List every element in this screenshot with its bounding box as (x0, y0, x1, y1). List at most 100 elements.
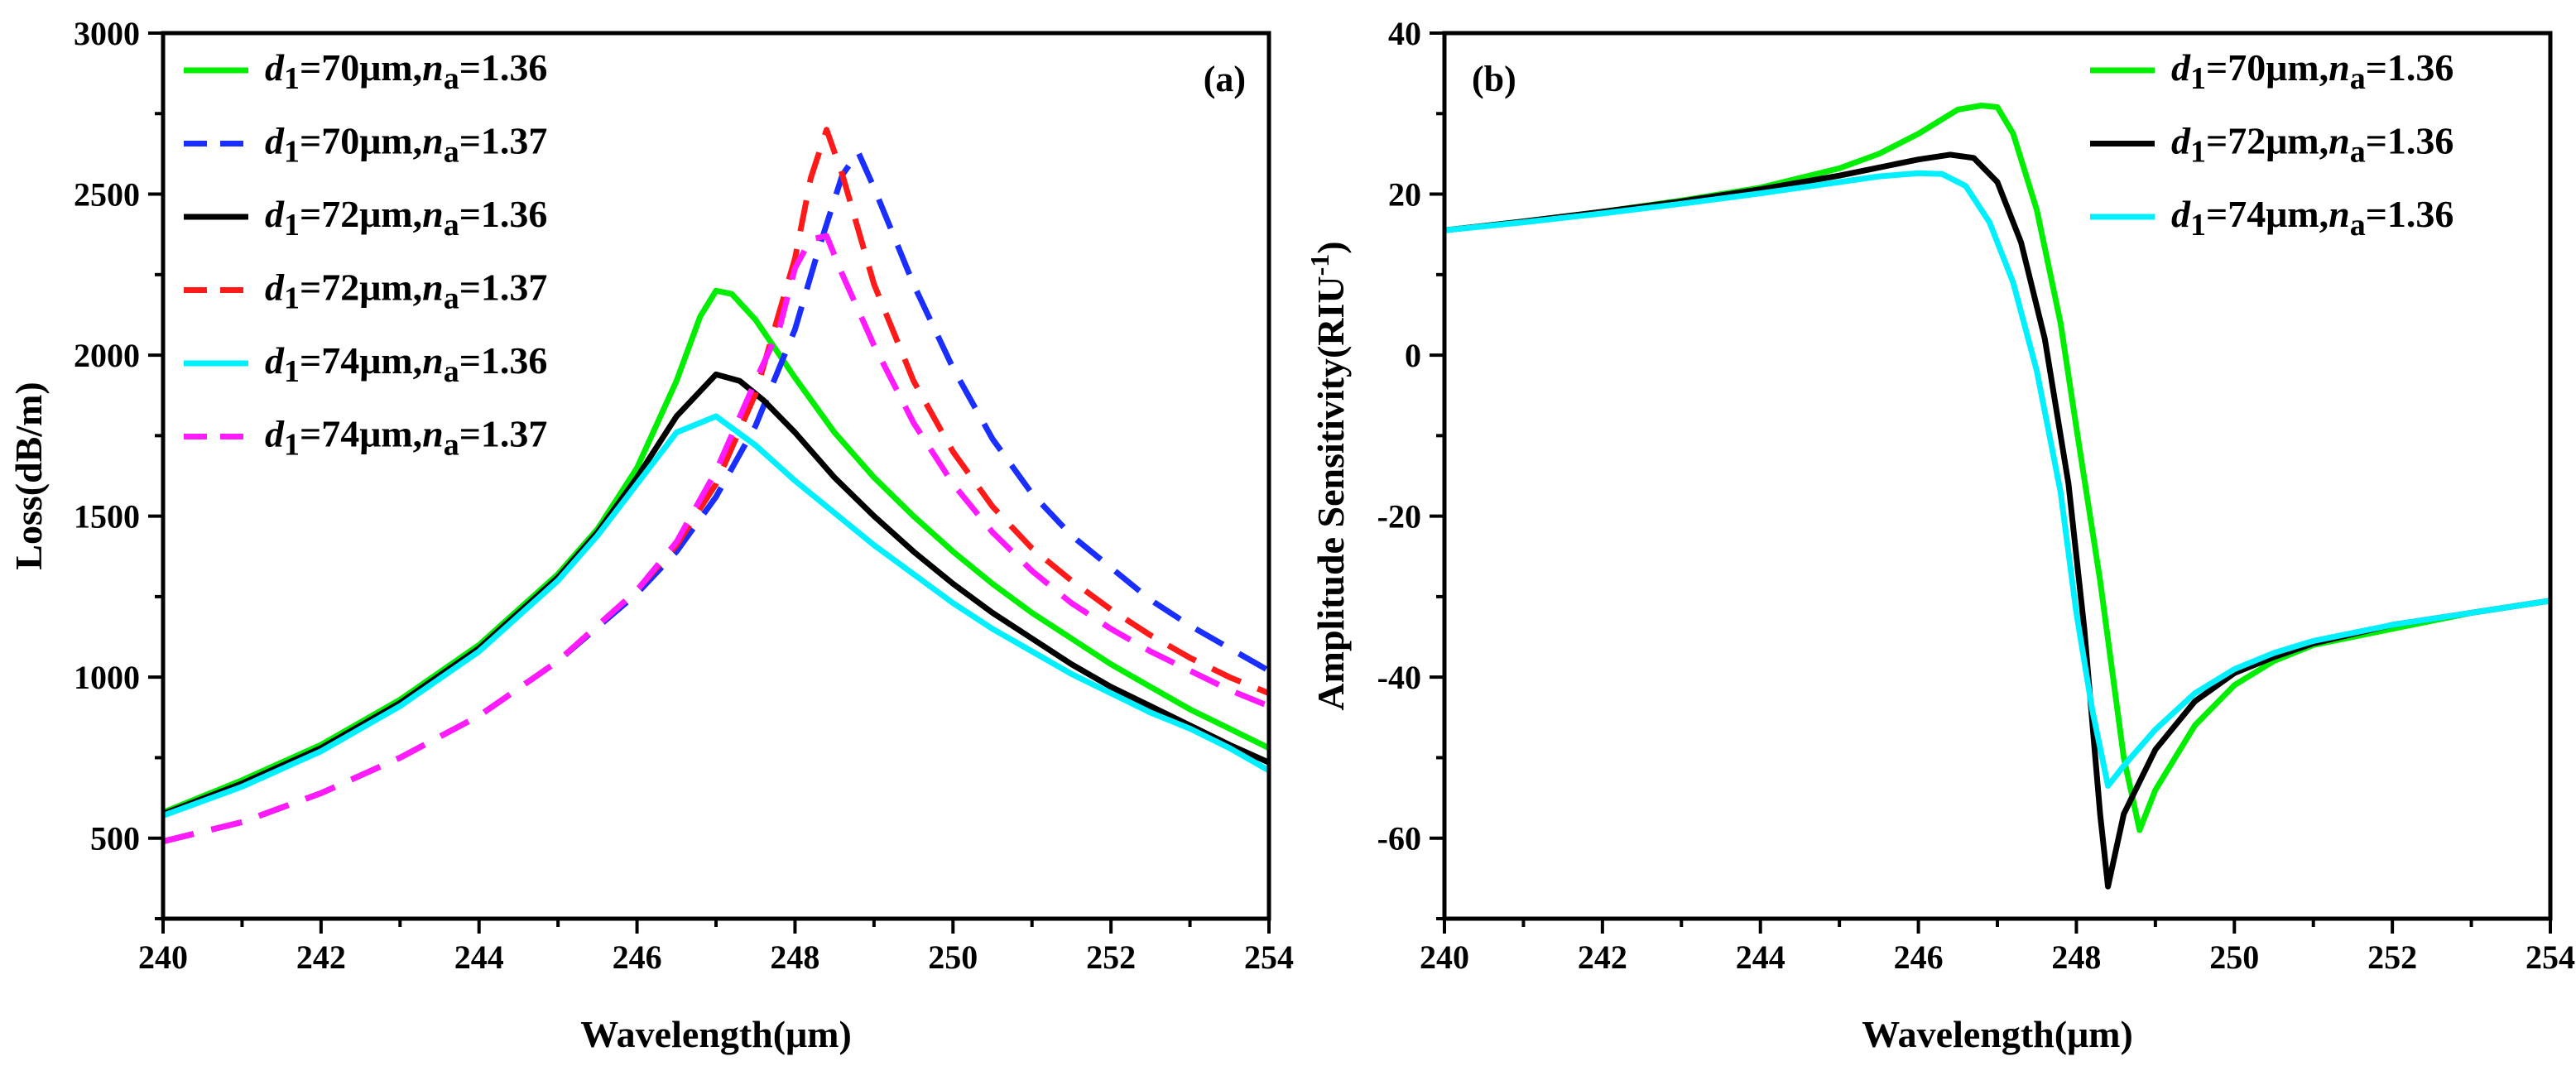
panel-b-x-ticks: 240 242 244 246 248 250 252 254 (1420, 919, 2575, 976)
legend-label-tail: =1.37 (459, 413, 548, 455)
panel-b-label: (b) (1472, 59, 1516, 99)
panel-a-series (163, 127, 1269, 845)
legend-label-d-sub: 1 (284, 281, 300, 316)
y-tick-label: 40 (1388, 15, 1421, 52)
y-tick-label: -60 (1377, 820, 1421, 857)
y-tick-label: -20 (1377, 498, 1421, 535)
x-tick-label: 254 (1244, 939, 1294, 976)
legend-label: d1=70μm,na=1.36 (265, 46, 547, 96)
panel-b-y-axis-title-main: Amplitude Sensitivity(RIU (1310, 276, 1352, 710)
legend-label: d1=70μm,na=1.37 (265, 120, 547, 170)
x-tick-label: 246 (613, 939, 662, 976)
panel-b-x-axis-title: Wavelength(μm) (1862, 1013, 2133, 1055)
y-tick-label: 2500 (74, 176, 140, 214)
legend-label-d: d (265, 339, 285, 382)
x-tick-label: 242 (1578, 939, 1627, 976)
legend-label-tail: =1.36 (459, 193, 548, 235)
legend-label-mid: =72μm, (2206, 120, 2328, 162)
legend-label-n-sub: a (2350, 208, 2366, 242)
panel-a-x-ticks: 240 242 244 246 248 250 252 254 (138, 919, 1294, 976)
x-tick-label: 244 (454, 939, 504, 976)
legend-label-n-sub: a (2350, 135, 2366, 170)
legend-label-n-sub: a (444, 135, 459, 170)
panel-b-y-axis-title-sup: -1 (1305, 254, 1334, 276)
legend-label-d-sub: 1 (2190, 208, 2206, 242)
panel-a-x-axis-title: Wavelength(μm) (580, 1013, 852, 1055)
y-tick-label: -40 (1377, 659, 1421, 696)
legend-label: d1=70μm,na=1.36 (2171, 46, 2453, 96)
legend-label-n: n (2328, 46, 2350, 89)
legend-label-n-sub: a (444, 354, 459, 389)
legend-label: d1=74μm,na=1.36 (2171, 193, 2453, 242)
x-tick-label: 242 (296, 939, 346, 976)
legend-label-n-sub: a (444, 61, 459, 96)
legend-label: d1=74μm,na=1.36 (265, 339, 547, 389)
panel-a-frame (161, 31, 1271, 921)
panel-b-legend: d1=70μm,na=1.36d1=72μm,na=1.36d1=74μm,na… (2090, 46, 2453, 242)
x-tick-label: 248 (770, 939, 819, 976)
legend-label-d: d (2171, 193, 2191, 235)
legend-label: d1=72μm,na=1.36 (2171, 120, 2453, 170)
legend-label-d: d (265, 193, 285, 235)
legend-label-d: d (265, 266, 285, 309)
y-tick-label: 0 (1405, 337, 1421, 374)
x-tick-label: 240 (1420, 939, 1469, 976)
legend-label-mid: =72μm, (300, 193, 422, 235)
y-tick-label: 2000 (74, 337, 140, 374)
legend-label-n: n (422, 266, 444, 309)
legend-label-tail: =1.36 (459, 339, 548, 382)
x-tick-label: 254 (2526, 939, 2575, 976)
panel-b-y-ticks: -60 -40 -20 0 20 40 (1377, 15, 1444, 920)
legend-label-mid: =74μm, (2206, 193, 2328, 235)
legend-label-d: d (265, 413, 285, 455)
legend-label-n: n (422, 46, 444, 89)
x-tick-label: 252 (2367, 939, 2417, 976)
legend-label-tail: =1.36 (459, 46, 548, 89)
y-tick-label: 1000 (74, 659, 140, 696)
series-line-5 (163, 413, 1269, 819)
legend-label-tail: =1.36 (2366, 193, 2454, 235)
x-tick-label: 248 (2051, 939, 2101, 976)
legend-label-d: d (2171, 46, 2191, 89)
legend-label-mid: =72μm, (300, 266, 422, 309)
legend-label-d: d (265, 120, 285, 162)
y-tick-label: 500 (90, 820, 140, 857)
legend-label-n-sub: a (444, 208, 459, 242)
legend-label-d-sub: 1 (284, 135, 300, 170)
series-line-3 (1444, 170, 2550, 789)
legend-label-n: n (2328, 120, 2350, 162)
panel-b-frame (1442, 31, 2553, 921)
legend-label-mid: =74μm, (300, 339, 422, 382)
legend-label-n-sub: a (2350, 61, 2366, 96)
legend-label-d-sub: 1 (2190, 135, 2206, 170)
x-tick-label: 240 (138, 939, 188, 976)
legend-label-d-sub: 1 (2190, 61, 2206, 96)
panel-b: 240 242 244 246 248 250 252 254 -60-40-2002040 … (1305, 15, 2575, 1055)
x-tick-label: 244 (1736, 939, 1785, 976)
panel-a-y-axis-title: Loss(dB/m) (7, 382, 50, 569)
panel-b-y-axis-title: Amplitude Sensitivity(RIU-1) (1305, 241, 1352, 710)
x-tick-label: 246 (1894, 939, 1944, 976)
legend-label-d-sub: 1 (284, 61, 300, 96)
legend-label-d: d (2171, 120, 2191, 162)
legend-label: d1=72μm,na=1.36 (265, 193, 547, 242)
legend-label-tail: =1.37 (459, 266, 548, 309)
panel-a: 240 242 244 246 248 250 252 254 500 1000 1500 2000… (7, 15, 1294, 1055)
legend-label-n-sub: a (444, 281, 459, 316)
panel-a-y-ticks: 500 1000 1500 2000 2500 3000 (74, 15, 163, 920)
legend-label-mid: =70μm, (300, 120, 422, 162)
legend-label-n: n (422, 339, 444, 382)
legend-label-n: n (422, 193, 444, 235)
legend-label-mid: =70μm, (2206, 46, 2328, 89)
legend-label-d-sub: 1 (284, 428, 300, 463)
series-line-4 (163, 127, 1269, 845)
legend-label-n-sub: a (444, 428, 459, 463)
x-tick-label: 252 (1086, 939, 1136, 976)
legend-label-n: n (422, 413, 444, 455)
y-tick-label: 1500 (74, 498, 140, 535)
legend-label-n: n (2328, 193, 2350, 235)
legend-label-d: d (265, 46, 285, 89)
legend-label: d1=74μm,na=1.37 (265, 413, 547, 463)
panel-a-label: (a) (1204, 59, 1246, 99)
